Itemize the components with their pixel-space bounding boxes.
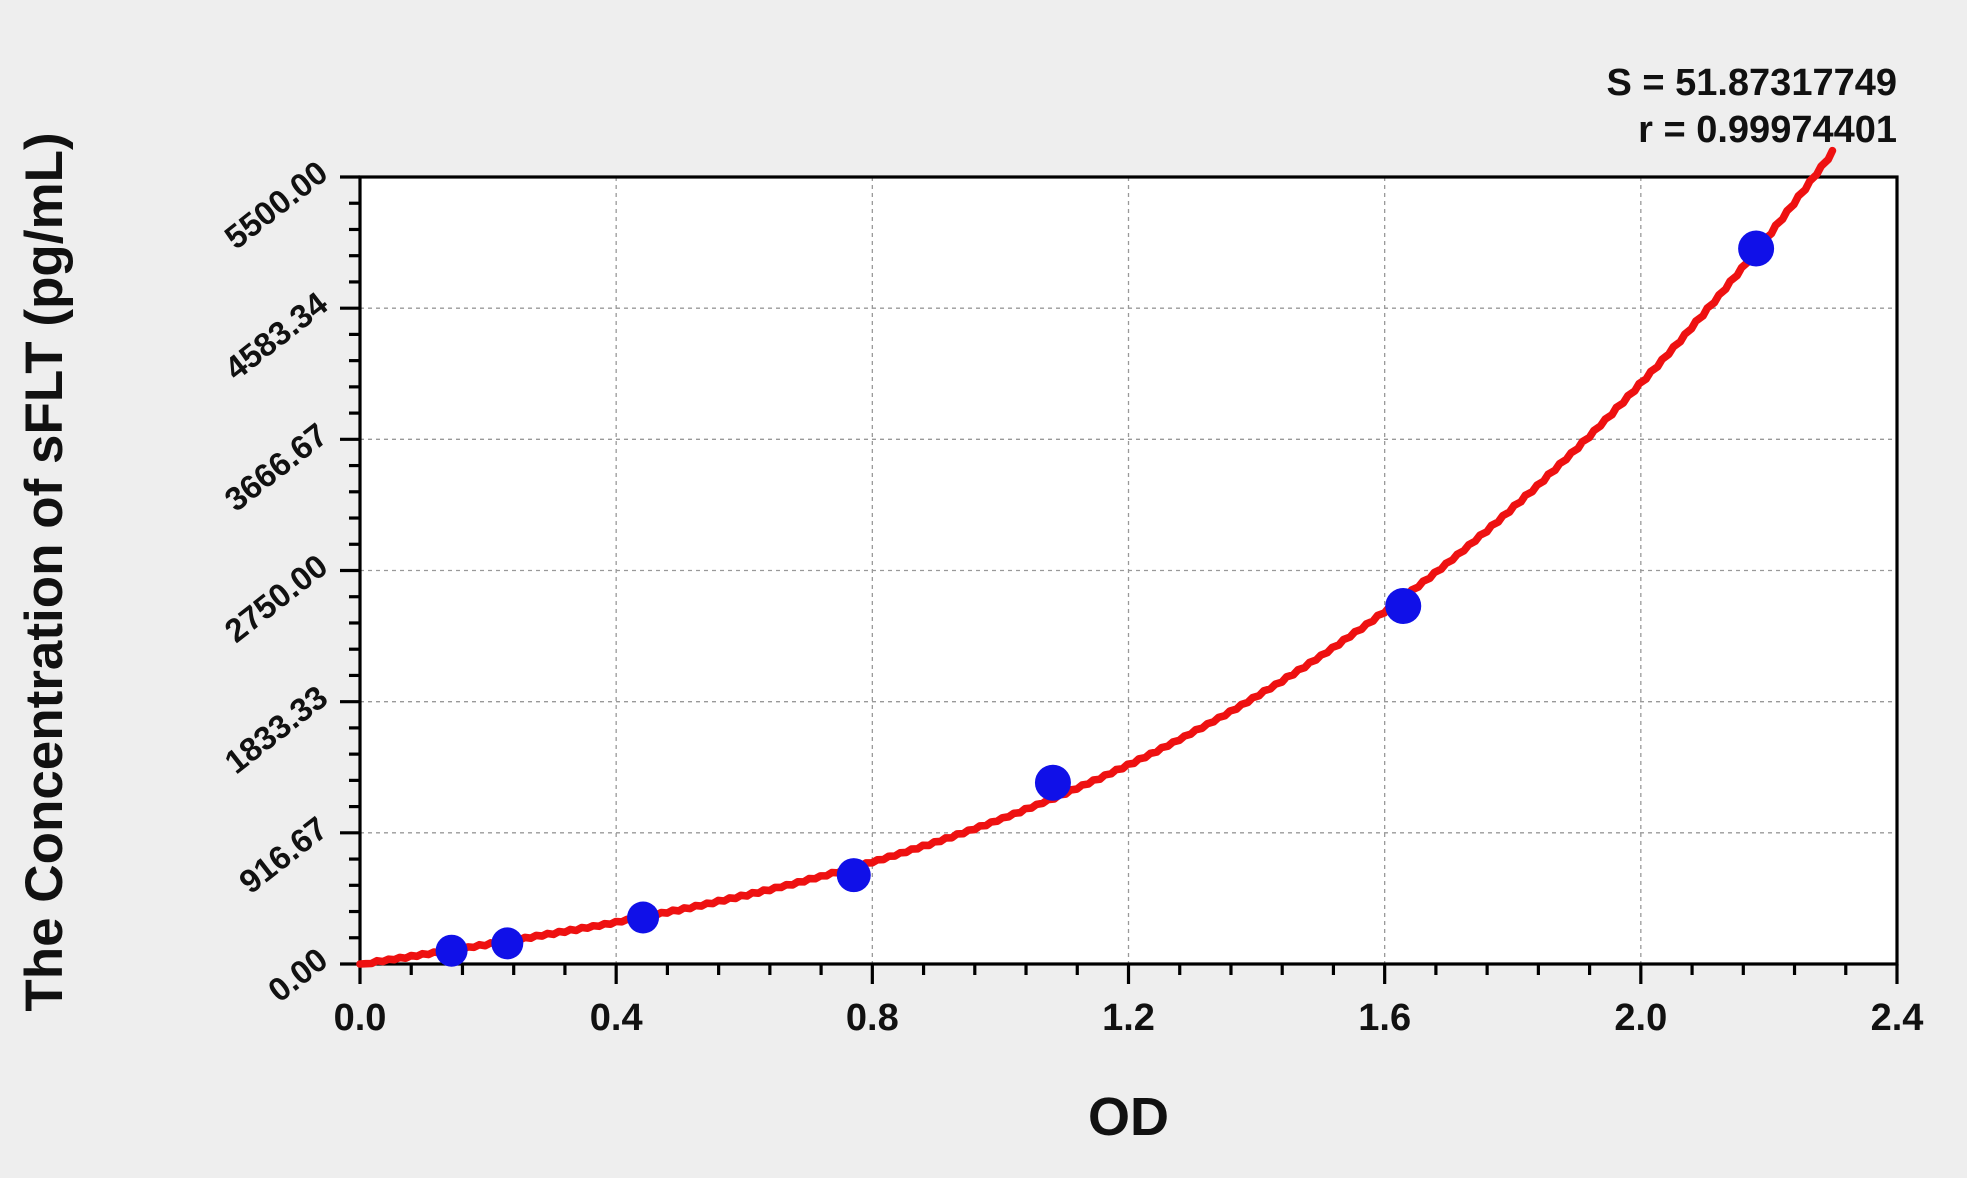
svg-text:r = 0.99974401: r = 0.99974401 [1638,109,1897,151]
svg-text:The Concentration of sFLT (pg/: The Concentration of sFLT (pg/mL) [15,132,74,1011]
svg-text:0.8: 0.8 [846,997,899,1039]
svg-text:OD: OD [1088,1087,1169,1147]
svg-text:S = 51.87317749: S = 51.87317749 [1606,62,1897,104]
svg-text:0.0: 0.0 [334,997,387,1039]
svg-text:2.0: 2.0 [1614,997,1667,1039]
svg-text:0.4: 0.4 [590,997,643,1039]
svg-text:2.4: 2.4 [1871,997,1924,1039]
svg-text:1.2: 1.2 [1102,997,1155,1039]
svg-text:1.6: 1.6 [1358,997,1411,1039]
